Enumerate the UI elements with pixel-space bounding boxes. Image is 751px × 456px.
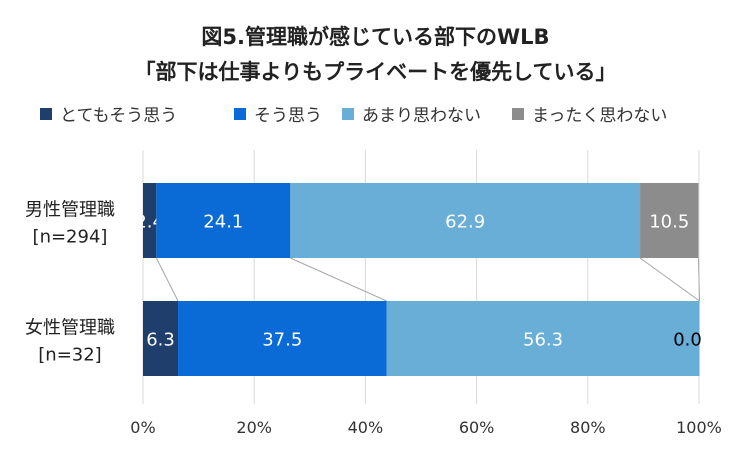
legend-label: まったく思わない bbox=[532, 106, 667, 126]
x-axis-ticks: 0% 20% 40% 60% 80% 100% bbox=[130, 418, 722, 437]
legend-item: とてもそう思う bbox=[40, 106, 177, 126]
bar-segment bbox=[143, 301, 179, 376]
data-label: 6.3 bbox=[146, 330, 175, 351]
legend-swatch bbox=[234, 108, 246, 120]
category-n-label: [n=294] bbox=[33, 227, 108, 248]
category-label: 女性管理職 bbox=[25, 318, 115, 339]
legend-label: あまり思わない bbox=[362, 106, 481, 126]
legend-swatch bbox=[40, 108, 52, 120]
bar-segment bbox=[386, 301, 700, 376]
chart-title-line1: 図5.管理職が感じている部下のWLB bbox=[201, 25, 549, 49]
data-label: 56.3 bbox=[523, 330, 563, 351]
legend-swatch bbox=[512, 108, 524, 120]
bar-segment bbox=[143, 183, 157, 258]
data-label: 0.0 bbox=[673, 330, 702, 351]
series-line bbox=[697, 257, 701, 302]
series-line bbox=[639, 257, 700, 302]
series-lines bbox=[155, 257, 701, 302]
chart-title-line2: 「部下は仕事よりもプライベートを優先している」 bbox=[135, 60, 617, 84]
legend-item: そう思う bbox=[234, 106, 322, 126]
bar-segment bbox=[290, 183, 641, 258]
x-tick-label: 40% bbox=[348, 418, 384, 437]
data-label: 24.1 bbox=[203, 212, 243, 233]
data-label: 62.9 bbox=[445, 212, 485, 233]
category-labels: 男性管理職 [n=294] 女性管理職 [n=32] bbox=[25, 200, 115, 366]
legend-item: まったく思わない bbox=[512, 106, 667, 126]
x-tick-label: 60% bbox=[459, 418, 495, 437]
x-tick-label: 0% bbox=[130, 418, 155, 437]
data-label: 37.5 bbox=[262, 330, 302, 351]
legend-label: とてもそう思う bbox=[60, 106, 177, 126]
x-tick-label: 20% bbox=[236, 418, 272, 437]
legend-item: あまり思わない bbox=[342, 106, 481, 126]
bars: 2.4 24.1 62.9 10.56.3 37.5 56.3 0.0 bbox=[135, 183, 702, 376]
legend: とてもそう思う そう思う あまり思わない まったく思わない bbox=[40, 106, 667, 126]
category-n-label: [n=32] bbox=[38, 345, 101, 366]
legend-label: そう思う bbox=[254, 106, 322, 126]
legend-swatch bbox=[342, 108, 354, 120]
series-line bbox=[155, 257, 179, 302]
bar-segment bbox=[178, 301, 387, 376]
bar-segment bbox=[640, 183, 699, 258]
data-label: 10.5 bbox=[649, 212, 689, 233]
category-label: 男性管理職 bbox=[25, 200, 115, 221]
series-line bbox=[290, 257, 387, 302]
bar-segment bbox=[156, 183, 291, 258]
x-tick-label: 100% bbox=[676, 418, 722, 437]
x-tick-label: 80% bbox=[570, 418, 606, 437]
